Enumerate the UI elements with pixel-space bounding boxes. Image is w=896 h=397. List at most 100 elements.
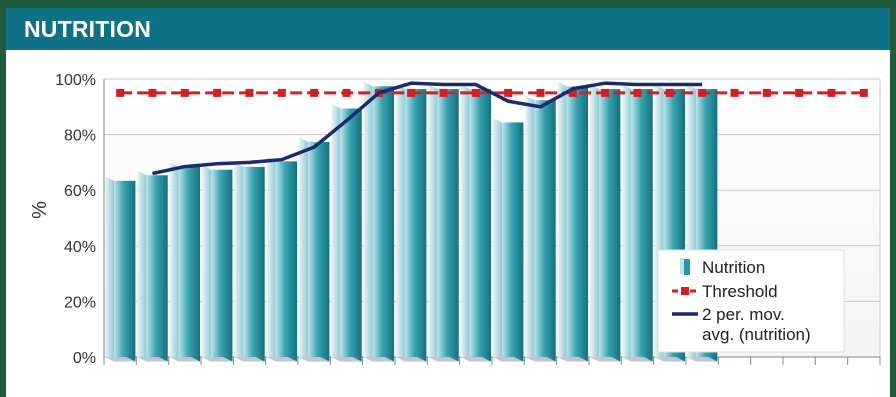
- bar-side: [169, 162, 179, 362]
- bar-floor-shadow: [104, 357, 136, 362]
- y-tick-label: 40%: [64, 239, 96, 256]
- bar-front: [146, 175, 168, 362]
- bar-front: [275, 161, 298, 362]
- threshold-marker: [277, 88, 286, 97]
- bar-front: [308, 141, 330, 362]
- bar-side: [492, 117, 503, 362]
- bar: [460, 84, 492, 362]
- bar-side: [331, 104, 341, 362]
- threshold-marker: [827, 88, 836, 97]
- bar: [104, 176, 136, 362]
- threshold-marker: [310, 88, 319, 97]
- y-tick-label: 80%: [64, 128, 96, 145]
- threshold-marker: [859, 88, 868, 97]
- bar-floor-shadow: [622, 357, 653, 362]
- bar-side: [298, 137, 309, 362]
- bar-front: [502, 122, 524, 362]
- bar-side: [234, 162, 244, 362]
- bar-front: [211, 169, 233, 362]
- bar-floor-shadow: [234, 357, 265, 362]
- threshold-marker: [730, 88, 739, 97]
- threshold-marker: [795, 88, 804, 97]
- bar-floor-shadow: [395, 357, 427, 362]
- bar-floor-shadow: [266, 357, 298, 362]
- threshold-marker: [148, 88, 157, 97]
- threshold-marker: [471, 88, 480, 97]
- bar-floor-shadow: [557, 357, 589, 362]
- threshold-marker: [245, 88, 254, 97]
- bar: [395, 84, 427, 362]
- threshold-marker: [633, 88, 642, 97]
- bar-front: [631, 89, 653, 362]
- threshold-marker: [180, 88, 189, 97]
- legend-item-moving-average: 2 per. mov.avg. (nutrition): [672, 305, 811, 344]
- bar-floor-shadow: [169, 357, 201, 362]
- bar-side: [137, 170, 147, 362]
- legend-label: avg. (nutrition): [702, 325, 811, 344]
- bar: [234, 162, 265, 362]
- legend-item-threshold: Threshold: [672, 282, 778, 301]
- legend-label: 2 per. mov.: [702, 305, 785, 324]
- legend-label: Threshold: [702, 282, 778, 301]
- threshold-marker: [116, 88, 125, 97]
- bar-side: [395, 84, 406, 362]
- moving-average-line: [152, 81, 703, 176]
- bar-floor-shadow: [331, 357, 362, 362]
- threshold-marker: [407, 88, 416, 97]
- bar-floor-shadow: [460, 357, 492, 362]
- y-tick-label: 0%: [73, 350, 96, 367]
- bar-floor-shadow: [428, 357, 459, 362]
- threshold-marker: [568, 88, 577, 97]
- legend-item-nutrition: Nutrition: [680, 258, 765, 277]
- legend-swatch-marker: [681, 287, 689, 295]
- bar: [492, 117, 524, 362]
- bar: [331, 104, 362, 362]
- bar-floor-shadow: [298, 357, 330, 362]
- bar-front: [243, 166, 265, 362]
- bar-floor-shadow: [686, 357, 718, 362]
- threshold-marker: [762, 88, 771, 97]
- bar: [298, 137, 330, 362]
- bar: [589, 84, 621, 362]
- bar-front: [372, 86, 395, 362]
- bar-side: [460, 84, 470, 362]
- bar-floor-shadow: [492, 357, 524, 362]
- bar: [525, 95, 556, 362]
- bar-side: [622, 84, 632, 362]
- bar-side: [525, 95, 535, 362]
- threshold-marker: [601, 88, 610, 97]
- header-bar: NUTRITION: [6, 8, 890, 50]
- y-tick-label: 20%: [64, 294, 96, 311]
- threshold-marker: [439, 88, 448, 97]
- threshold-marker: [665, 88, 674, 97]
- bar: [137, 170, 168, 362]
- bar: [557, 81, 589, 362]
- threshold-marker: [504, 88, 513, 97]
- bar-side: [589, 84, 600, 362]
- threshold-marker: [698, 88, 707, 97]
- bar-floor-shadow: [201, 357, 233, 362]
- bar: [169, 162, 201, 362]
- bar-front: [599, 89, 621, 362]
- y-tick-label: 100%: [55, 72, 96, 89]
- bar-front: [114, 180, 136, 362]
- bar-side: [104, 176, 115, 362]
- bar: [201, 165, 233, 362]
- bar-floor-shadow: [363, 357, 395, 362]
- bar-side: [266, 156, 276, 362]
- y-tick-label: 60%: [64, 183, 96, 200]
- bar: [428, 84, 459, 362]
- bar-front: [534, 100, 556, 362]
- bar-side: [428, 84, 438, 362]
- bar-floor-shadow: [654, 357, 686, 362]
- bar-side: [363, 81, 373, 362]
- bar-front: [405, 89, 427, 362]
- page-title: NUTRITION: [24, 16, 152, 42]
- y-axis-label: %: [29, 201, 51, 219]
- threshold-marker: [213, 88, 222, 97]
- bar: [363, 81, 395, 362]
- bar-front: [566, 86, 589, 362]
- legend-swatch-side: [680, 258, 684, 274]
- threshold-marker: [536, 88, 545, 97]
